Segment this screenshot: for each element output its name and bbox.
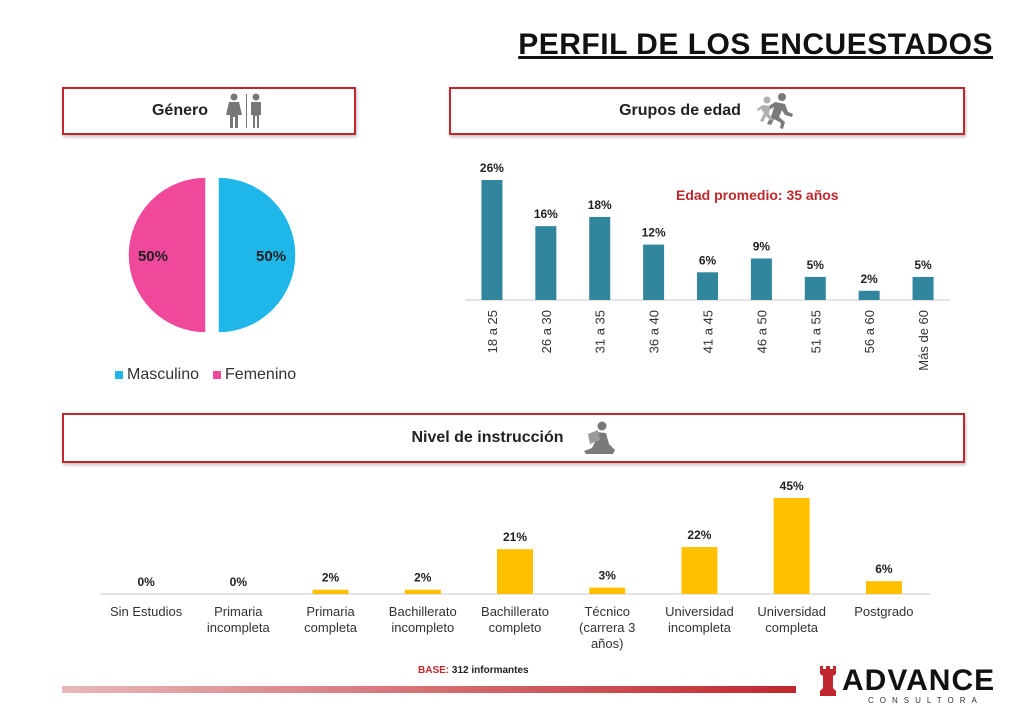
x-tick-label-2: Primaria incompleta [207, 604, 271, 635]
x-tick-label-8: 56 a 60 [862, 310, 877, 353]
data-label-5: 6% [699, 253, 717, 267]
bar-8 [773, 498, 810, 594]
x-tick-label-6: Técnico (carrera 3 años) [579, 604, 635, 651]
reading-person-icon [583, 421, 615, 454]
education-bar-chart: 0% Sin Estudios 0% Primaria incompleta 2% Prim… [100, 479, 930, 651]
data-label-9: 6% [875, 562, 893, 576]
gender-panel-label: Género [151, 102, 208, 119]
bar-4 [643, 244, 665, 300]
data-label-5: 21% [503, 530, 527, 544]
data-label-2: 0% [230, 575, 248, 589]
advance-logo: ADVANCE CONSULTORA [818, 664, 1000, 708]
bar-2 [535, 226, 557, 300]
legend-label-femenino: Femenino [225, 366, 297, 383]
legend-item-femenino: Femenino [213, 366, 296, 384]
pie-slice-femenino [127, 176, 207, 334]
base-key: BASE: [418, 665, 450, 676]
bar-3 [589, 216, 611, 300]
bar-5 [497, 549, 533, 594]
x-tick-label-6: 46 a 50 [754, 310, 769, 353]
pie-slice-masculino [217, 176, 297, 334]
x-tick-label-7: Universidad incompleta [665, 604, 734, 635]
x-tick-label-4: Bachillerato incompleto [389, 604, 457, 635]
gender-panel-header: Género [62, 87, 356, 135]
bar-9 [912, 276, 934, 300]
x-tick-label-8: Universidad completa [757, 604, 826, 635]
bar-4 [404, 589, 441, 594]
gender-legend: Masculino Femenino [115, 366, 296, 384]
legend-swatch-masculino [115, 371, 123, 379]
data-label-8: 2% [860, 272, 878, 286]
bar-6 [750, 258, 772, 300]
x-tick-label-3: 31 a 35 [593, 310, 608, 353]
legend-swatch-femenino [213, 371, 222, 379]
running-people-icon [756, 93, 793, 129]
x-tick-label-1: Sin Estudios [110, 604, 183, 619]
data-label-3: 2% [322, 571, 340, 585]
education-panel-label: Nivel de instrucción [411, 429, 564, 446]
data-label-6: 9% [753, 239, 771, 253]
x-tick-label-9: Más de 60 [916, 310, 931, 371]
data-label-2: 16% [534, 207, 558, 221]
bar-5 [697, 272, 718, 300]
bar-7 [681, 547, 718, 594]
logo-subtitle: CONSULTORA [868, 696, 983, 705]
bar-1 [481, 180, 503, 300]
x-tick-label-5: Bachillerato completo [481, 604, 549, 635]
x-tick-label-1: 18 a 25 [485, 310, 500, 353]
data-label-9: 5% [914, 258, 932, 272]
bar-7 [804, 276, 826, 300]
legend-label-masculino: Masculino [127, 366, 200, 383]
average-age-note: Edad promedio: 35 años [676, 187, 839, 203]
logo-word: ADVANCE [842, 664, 996, 697]
age-bar-chart: 26% 18 a 25 16% 26 a 30 18% 31 a 35 12% 36 a 40… [465, 161, 950, 371]
x-tick-label-7: 51 a 55 [808, 310, 823, 353]
bar-3 [312, 589, 349, 594]
footer-bar [62, 686, 796, 693]
bar-9 [865, 581, 902, 594]
age-panel-header: Grupos de edad [449, 87, 965, 135]
gender-pie-chart: 50% 50% [127, 176, 297, 334]
data-label-7: 5% [807, 258, 825, 272]
rook-icon [820, 666, 836, 696]
data-label-1: 0% [137, 575, 155, 589]
base-value: 312 informantes [451, 665, 529, 676]
data-label-7: 22% [687, 528, 711, 542]
education-panel-header: Nivel de instrucción [62, 413, 965, 463]
data-label-6: 3% [599, 569, 617, 583]
data-label-4: 12% [642, 226, 666, 240]
data-label-4: 2% [414, 571, 432, 585]
pie-label-masculino: 50% [256, 248, 286, 265]
x-tick-label-2: 26 a 30 [539, 310, 554, 353]
base-note: BASE: 312 informantes [418, 665, 529, 676]
age-panel-label: Grupos de edad [619, 102, 741, 119]
x-tick-label-5: 41 a 45 [701, 310, 716, 353]
bar-8 [858, 290, 880, 300]
bar-6 [589, 587, 626, 594]
x-tick-label-3: Primaria completa [304, 604, 358, 635]
x-tick-label-4: 36 a 40 [647, 310, 662, 353]
x-tick-label-9: Postgrado [854, 604, 913, 619]
data-label-3: 18% [588, 198, 612, 212]
page-title: PERFIL DE LOS ENCUESTADOS [518, 28, 993, 61]
data-label-1: 26% [480, 161, 504, 175]
man-woman-icon [226, 93, 261, 128]
legend-item-masculino: Masculino [115, 366, 199, 384]
pie-label-femenino: 50% [138, 248, 168, 265]
data-label-8: 45% [780, 479, 804, 493]
